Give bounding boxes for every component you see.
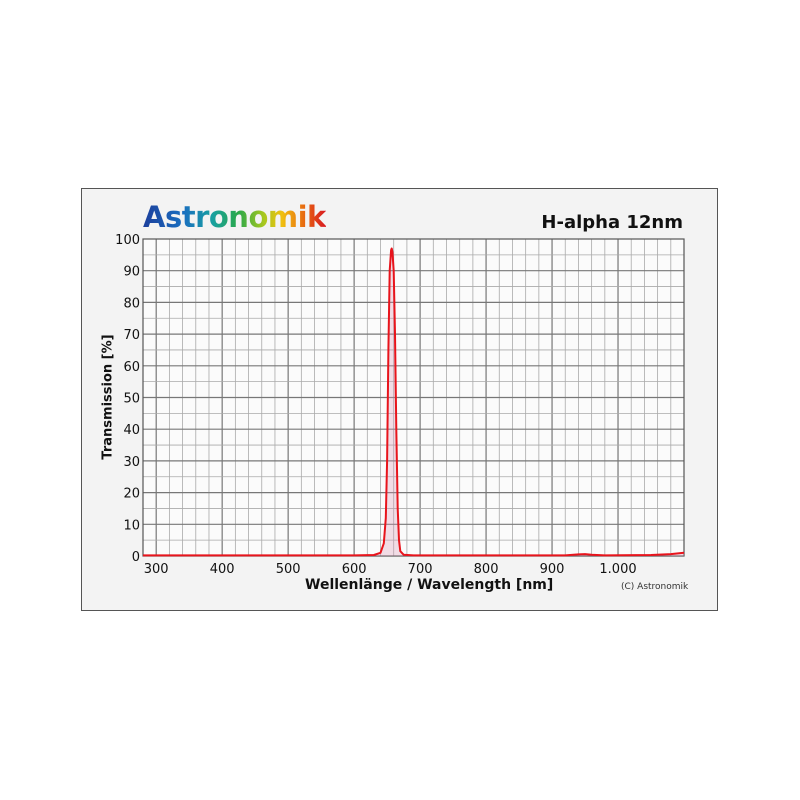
y-tick-label: 60 (123, 360, 140, 375)
x-tick-label: 400 (210, 562, 235, 577)
x-tick-label: 600 (342, 562, 367, 577)
y-tick-label: 90 (123, 265, 140, 280)
x-tick-label: 800 (474, 562, 499, 577)
y-tick-label: 100 (115, 233, 140, 248)
x-tick-label: 700 (408, 562, 433, 577)
x-tick-label: 500 (276, 562, 301, 577)
y-tick-label: 80 (123, 296, 140, 311)
copyright-note: (C) Astronomik (621, 582, 689, 592)
y-tick-label: 30 (123, 455, 140, 470)
y-tick-label: 50 (123, 392, 140, 407)
y-tick-label: 40 (123, 423, 140, 438)
y-tick-label: 20 (123, 487, 140, 502)
x-tick-label: 300 (144, 562, 169, 577)
x-tick-label: 900 (540, 562, 565, 577)
x-tick-label: 1.000 (599, 562, 636, 577)
chart-title: H-alpha 12nm (541, 212, 683, 233)
series-line (143, 247, 685, 557)
y-tick-label: 70 (123, 328, 140, 343)
astronomik-logo: Astronomik (143, 200, 326, 234)
y-tick-label: 10 (123, 518, 140, 533)
y-tick-label: 0 (132, 550, 140, 565)
x-axis-label: Wellenlänge / Wavelength [nm] (305, 577, 554, 593)
